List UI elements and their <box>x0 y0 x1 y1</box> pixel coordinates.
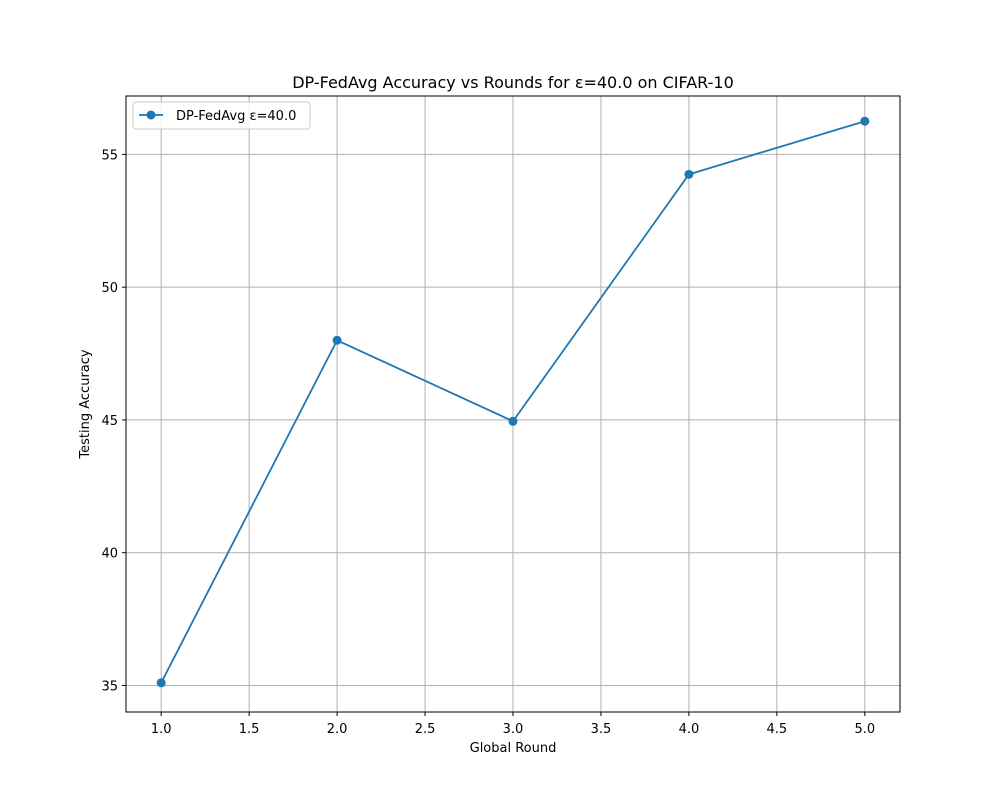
y-axis-label: Testing Accuracy <box>78 349 93 459</box>
series-layer <box>156 116 870 688</box>
plot-frame <box>125 95 901 713</box>
x-tick-label: 3.0 <box>503 722 524 737</box>
y-tick-label: 55 <box>101 148 118 163</box>
data-point <box>684 169 694 179</box>
x-tick-label: 4.5 <box>767 722 788 737</box>
y-tick-label: 45 <box>101 414 118 429</box>
legend: DP-FedAvg ε=40.0 <box>132 101 311 130</box>
x-tick-label: 1.0 <box>151 722 172 737</box>
x-tick-label: 2.5 <box>415 722 436 737</box>
grid <box>126 96 900 712</box>
x-tick-label: 5.0 <box>854 722 875 737</box>
legend-marker-swatch <box>146 110 156 120</box>
y-tick-label: 35 <box>101 679 118 694</box>
data-point <box>860 116 870 126</box>
y-tick-label: 50 <box>101 281 118 296</box>
data-point <box>332 335 342 345</box>
data-point <box>156 678 166 688</box>
x-tick-label: 4.0 <box>679 722 700 737</box>
x-axis-label: Global Round <box>470 741 557 756</box>
y-tick-label: 40 <box>101 547 118 562</box>
x-tick-label: 3.5 <box>591 722 612 737</box>
axis-ticks: 1.0 1.5 2.0 2.5 3.0 3.5 4.0 4.5 5.0 35 40 45 50 55 <box>101 148 875 737</box>
data-point <box>508 416 518 426</box>
chart-title: DP-FedAvg Accuracy vs Rounds for ε=40.0 … <box>292 73 734 92</box>
legend-entry-label: DP-FedAvg ε=40.0 <box>176 109 296 124</box>
x-tick-label: 1.5 <box>239 722 260 737</box>
x-tick-label: 2.0 <box>327 722 348 737</box>
legend-box <box>132 101 311 130</box>
